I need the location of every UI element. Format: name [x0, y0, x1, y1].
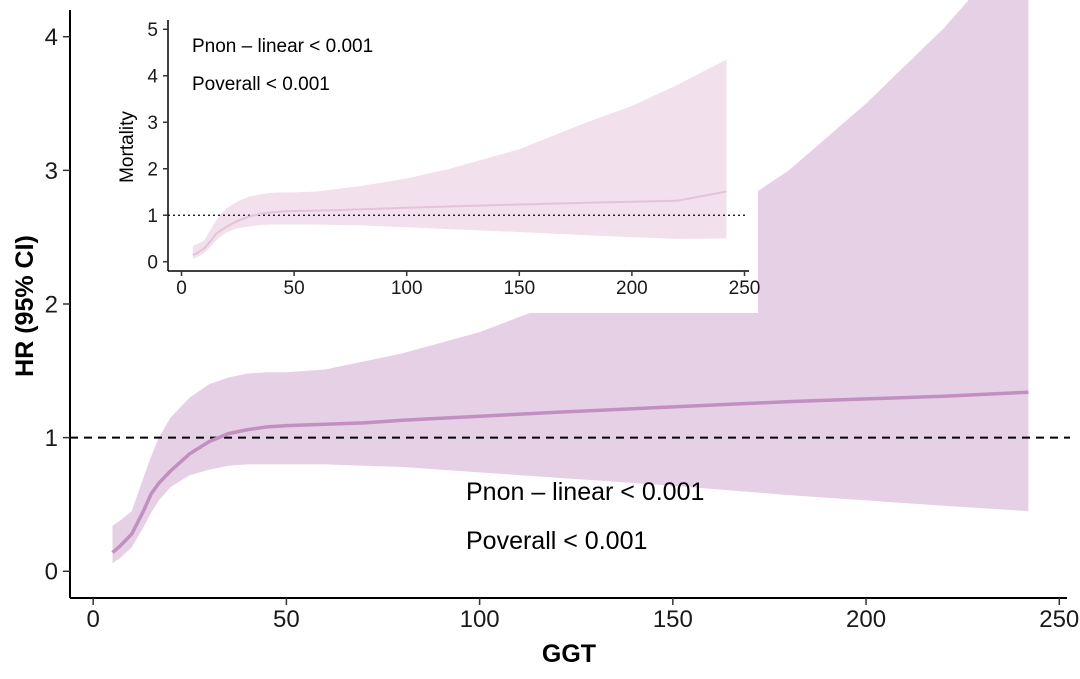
- inset-x-tick-label: 100: [391, 278, 423, 299]
- main-x-ticks: 0 50 100 150 200 250: [87, 598, 1079, 633]
- inset-x-tick-label: 200: [616, 278, 648, 299]
- inset-y-tick-label: 4: [147, 66, 158, 87]
- main-x-tick-label: 250: [1039, 606, 1079, 633]
- main-y-axis-title: HR (95% CI): [11, 235, 39, 377]
- inset-pvalue-overall: Poverall < 0.001: [192, 74, 330, 95]
- inset-y-ticks: 0 1 2 3 4 5: [147, 20, 168, 273]
- inset-x-tick-label: 150: [503, 278, 535, 299]
- main-y-ticks: 0 1 2 3 4: [45, 24, 70, 586]
- inset-y-tick-label: 1: [147, 206, 158, 227]
- main-hr-curve: [111, 390, 1029, 554]
- main-x-tick-label: 150: [653, 606, 693, 633]
- main-x-axis-title: GGT: [542, 640, 596, 668]
- inset-y-tick-label: 3: [147, 113, 158, 134]
- main-pvalue-nonlinear: Pnon – linear < 0.001: [466, 478, 704, 506]
- inset-y-tick-label: 5: [147, 20, 158, 41]
- inset-ci-band: [192, 59, 727, 259]
- inset-y-tick-label: 2: [147, 159, 158, 180]
- inset-x-tick-label: 50: [284, 278, 305, 299]
- main-x-tick-label: 50: [273, 606, 300, 633]
- inset-y-tick-label: 0: [147, 252, 158, 273]
- main-y-tick-label: 3: [45, 158, 58, 185]
- inset-x-tick-label: 250: [729, 278, 761, 299]
- main-y-tick-label: 4: [45, 24, 58, 51]
- inset-y-axis-title: Mortality: [117, 111, 138, 183]
- inset-pvalue-nonlinear: Pnon – linear < 0.001: [192, 36, 373, 57]
- main-pvalue-overall: Poverall < 0.001: [466, 527, 647, 555]
- main-y-tick-label: 1: [45, 425, 58, 452]
- main-y-tick-label: 0: [45, 559, 58, 586]
- main-x-tick-label: 0: [87, 606, 100, 633]
- main-x-tick-label: 200: [846, 606, 886, 633]
- inset-mortality-curve: [192, 190, 727, 257]
- inset-plot: 0 50 100 150 200 250 0 1 2 3 4 5 Mortality Pnon – …: [117, 18, 760, 313]
- inset-x-ticks: 0 50 100 150 200 250: [176, 271, 760, 299]
- inset-x-tick-label: 0: [176, 278, 187, 299]
- main-y-tick-label: 2: [45, 291, 58, 318]
- main-x-tick-label: 100: [460, 606, 500, 633]
